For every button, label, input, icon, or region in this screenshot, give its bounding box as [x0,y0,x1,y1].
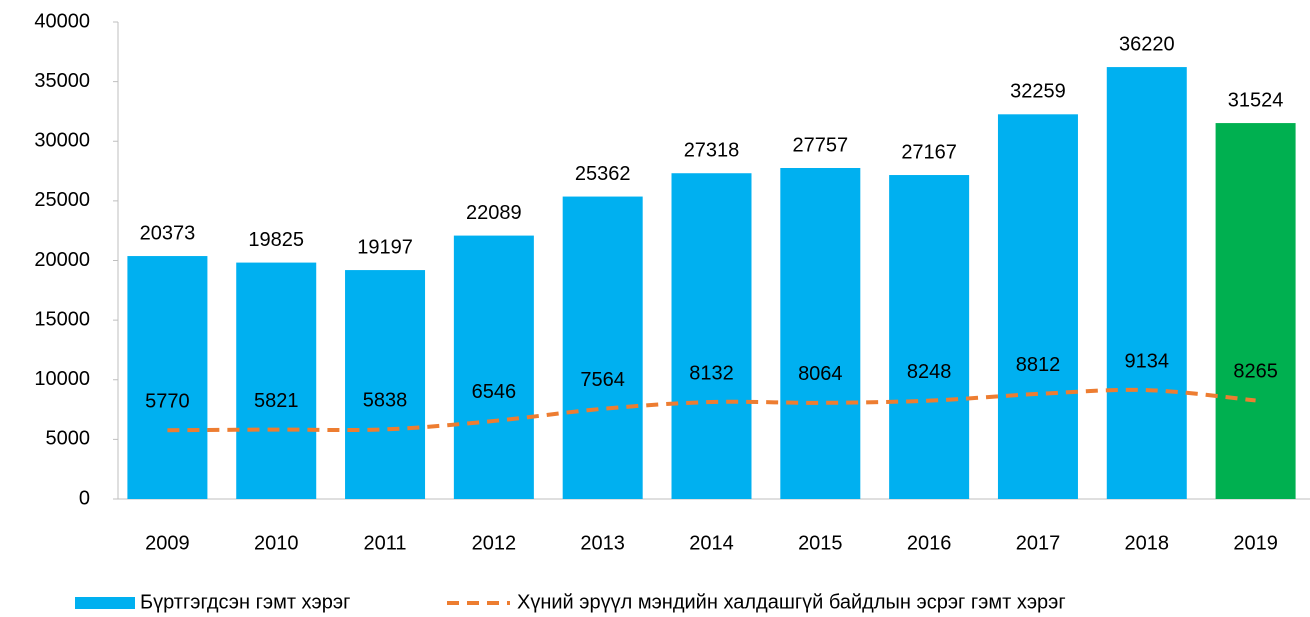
bar [127,256,208,499]
x-tick-label: 2010 [254,532,299,554]
x-tick-label: 2018 [1125,532,1170,554]
bar [236,262,317,499]
data-label: 20373 [140,222,196,244]
data-label: 6546 [472,381,517,403]
bar [997,114,1078,499]
data-label: 8812 [1016,354,1061,376]
data-label: 8132 [689,362,734,384]
y-tick-label: 20000 [34,249,90,271]
legend-label: Хүний эрүүл мэндийн халдашгүй байдлын эс… [517,591,1066,613]
bar [1215,123,1296,500]
data-label: 19825 [248,229,304,251]
line [167,387,1256,433]
data-label: 32259 [1010,81,1066,103]
y-tick-label: 40000 [34,10,90,32]
x-tick-label: 2016 [907,532,952,554]
data-label: 7564 [580,369,625,391]
bar [562,196,643,499]
y-tick-label: 10000 [34,368,90,390]
bar [671,173,752,499]
x-tick-label: 2011 [364,532,407,554]
data-label: 27167 [901,141,957,163]
bar [1106,67,1187,499]
data-label: 25362 [575,163,631,185]
legend-label: Бүртгэгдсэн гэмт хэрэг [140,591,350,613]
data-label: 5838 [363,390,408,412]
x-tick-label: 2017 [1016,532,1061,554]
y-tick-label: 35000 [34,70,90,92]
x-tick-label: 2009 [145,532,190,554]
data-label: 8248 [907,361,952,383]
bar [345,270,426,499]
x-tick-label: 2015 [798,532,843,554]
y-tick-label: 5000 [46,428,91,450]
bar [889,175,970,500]
data-label: 36220 [1119,33,1175,55]
data-label: 31524 [1228,89,1284,111]
data-label: 27757 [793,134,849,156]
legend-swatch [75,597,135,609]
x-tick-label: 2013 [580,532,625,554]
data-label: 19197 [357,236,413,258]
y-tick-label: 15000 [34,308,90,330]
data-label: 5770 [145,390,190,412]
data-label: 5821 [254,390,299,412]
y-tick-label: 30000 [34,130,90,152]
data-label: 8265 [1233,361,1278,383]
x-tick-label: 2012 [472,532,517,554]
data-label: 22089 [466,202,522,224]
x-tick-label: 2019 [1233,532,1278,554]
data-label: 27318 [684,140,740,162]
y-tick-label: 0 [79,487,90,509]
data-label: 8064 [798,363,843,385]
y-tick-label: 25000 [34,189,90,211]
data-label: 9134 [1125,350,1170,372]
bar [780,167,861,499]
bar [453,235,534,499]
x-tick-label: 2014 [689,532,734,554]
